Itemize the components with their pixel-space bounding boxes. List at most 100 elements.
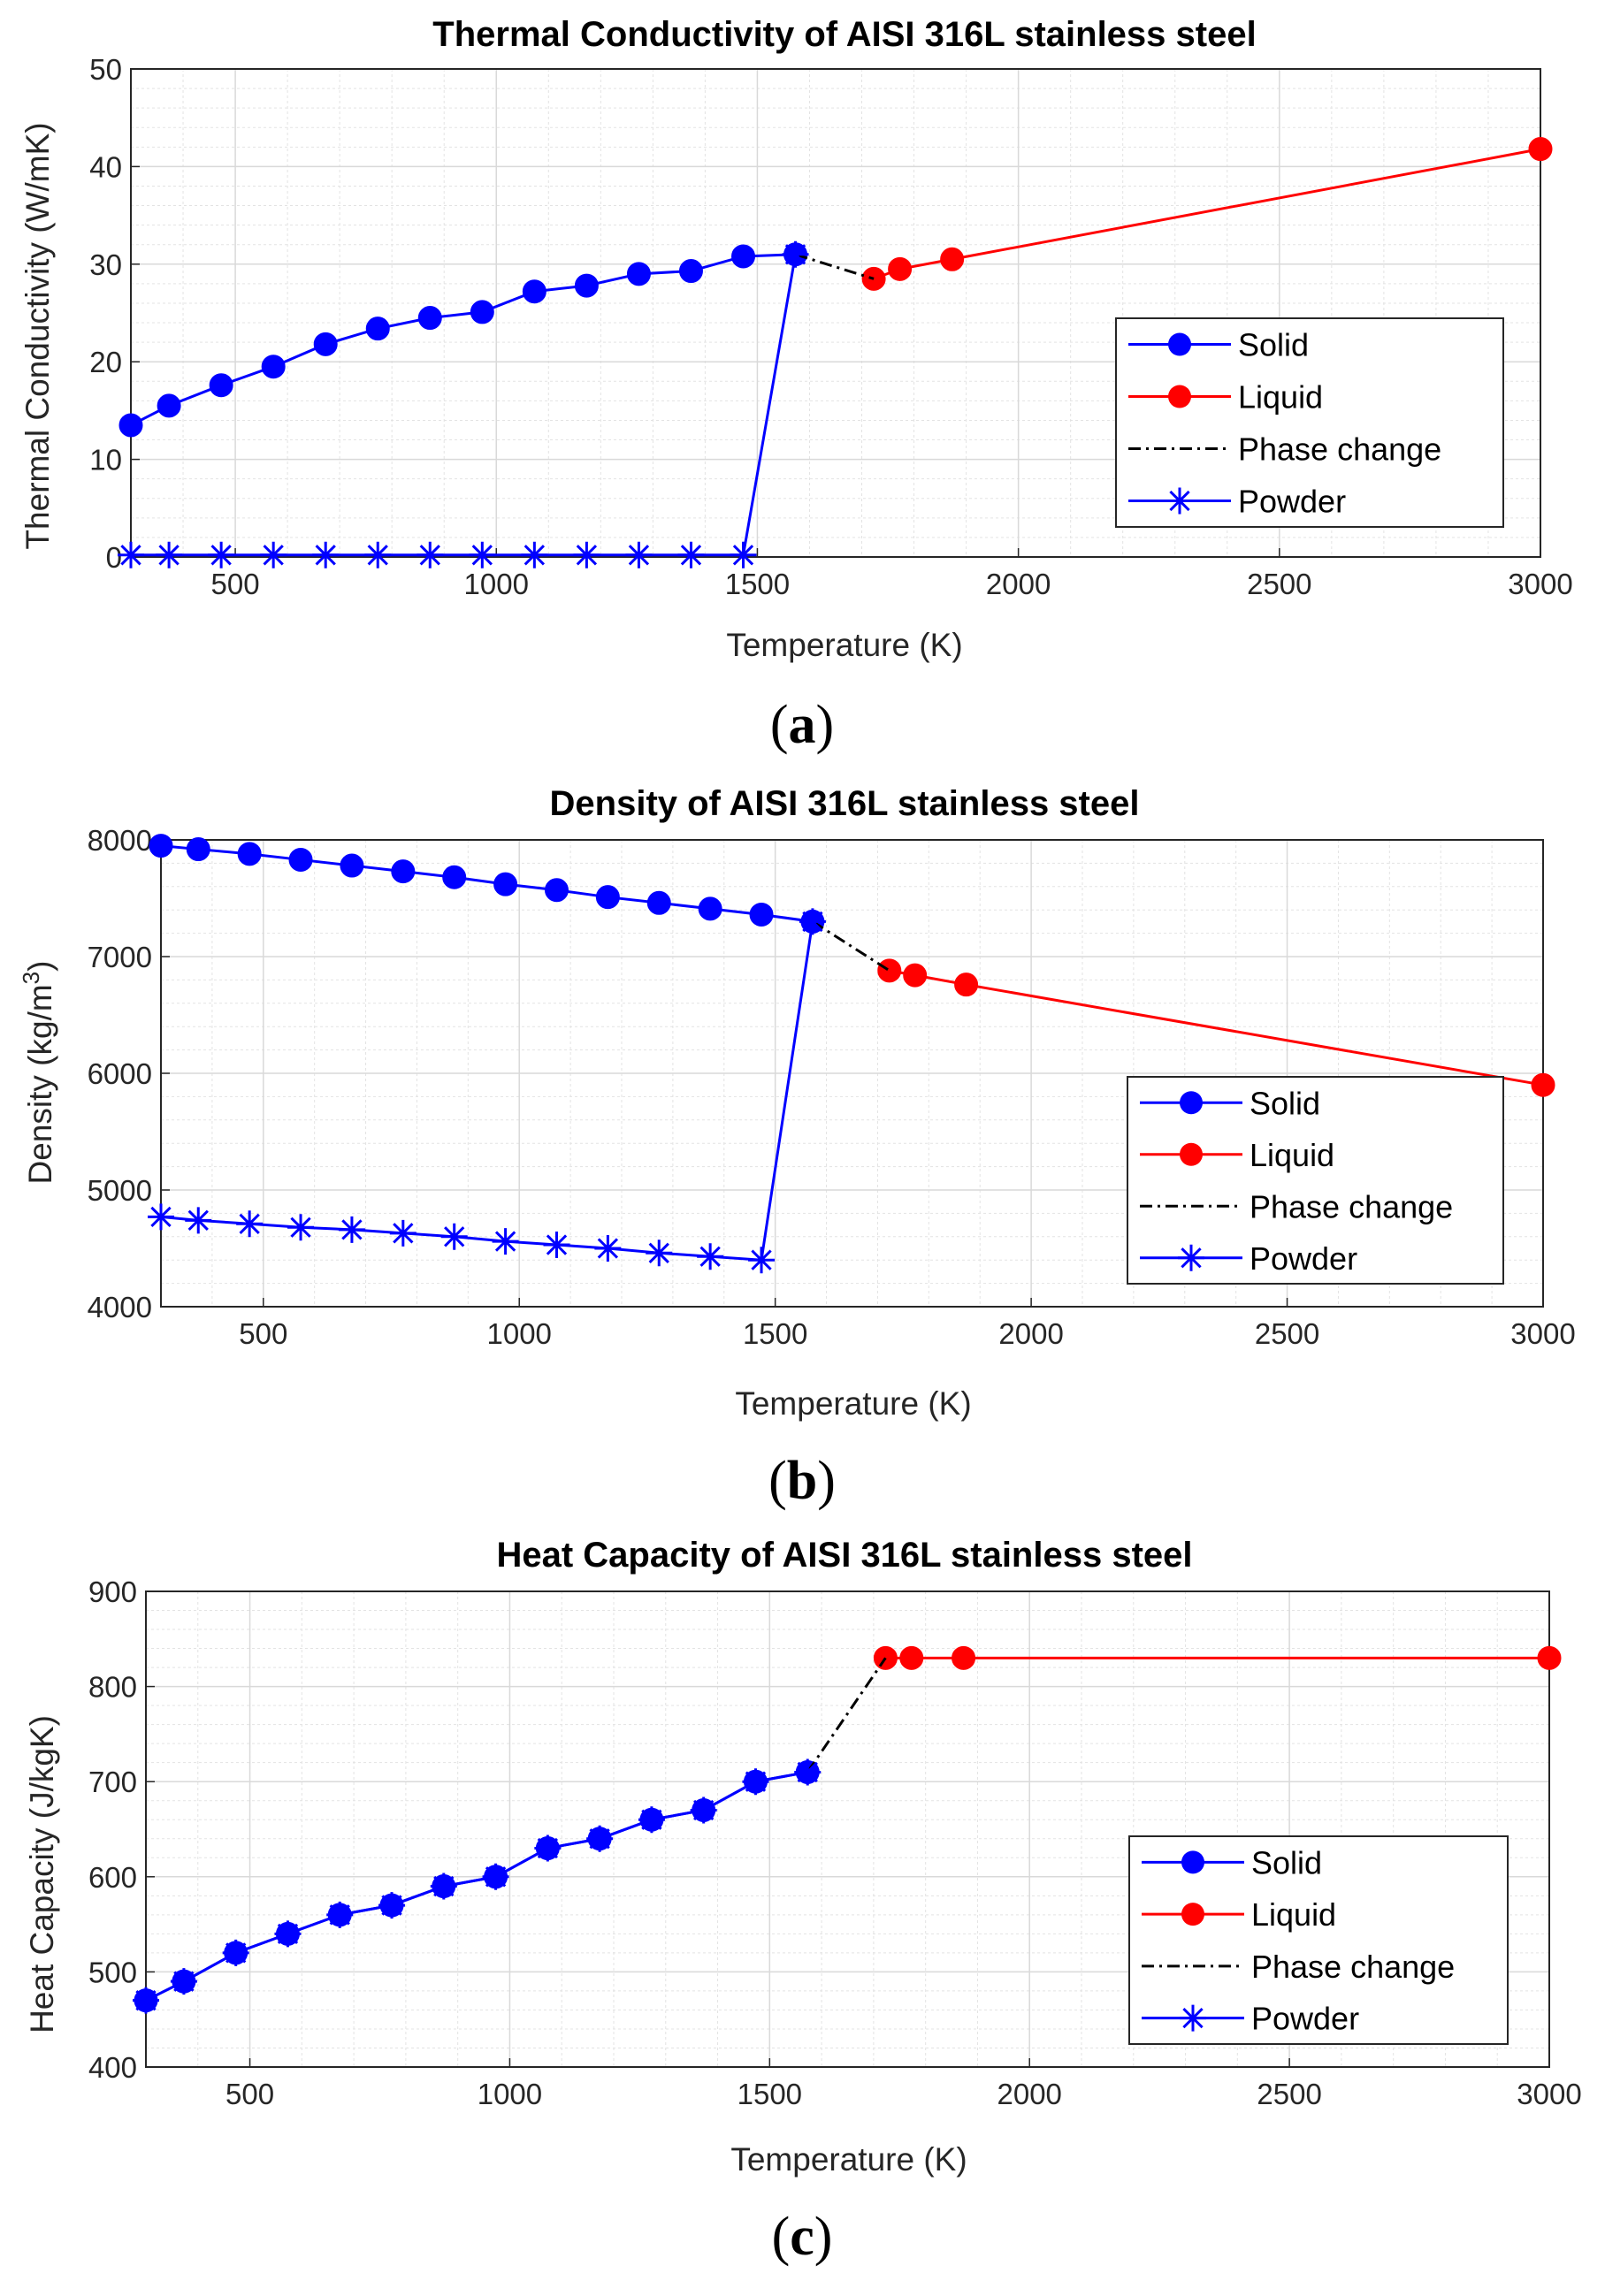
data-point — [288, 847, 313, 872]
x-tick-label: 1500 — [738, 2078, 802, 2110]
data-point — [493, 872, 518, 896]
data-point — [690, 1796, 717, 1824]
data-point — [186, 837, 210, 862]
data-point — [697, 1243, 724, 1270]
y-axis-label: Density (kg/m3) — [18, 961, 58, 1185]
y-tick-label: 7000 — [88, 941, 152, 973]
data-point — [782, 240, 809, 268]
thermal-conductivity-chart: 500 1000 1500 2000 2500 3000 0 10 20 30 40 50 Solid L… — [19, 15, 1573, 663]
series-line-powder — [145, 1770, 808, 2002]
y-tick-label: 0 — [106, 541, 122, 574]
legend-label: Liquid — [1238, 379, 1323, 416]
data-point — [625, 541, 653, 568]
y-tick-label: 800 — [88, 1671, 137, 1704]
data-point — [157, 393, 181, 418]
data-point — [1528, 137, 1553, 162]
y-tick-label: 5000 — [88, 1174, 152, 1207]
legend-swatch-marker — [1181, 1903, 1204, 1926]
data-point — [626, 262, 651, 286]
y-tick-label: 600 — [88, 1861, 137, 1894]
x-tick-label: 1500 — [743, 1317, 807, 1350]
y-tick-label: 900 — [88, 1575, 137, 1608]
legend-swatch-marker — [1168, 332, 1191, 356]
legend-label: Solid — [1238, 327, 1309, 363]
y-tick-label: 50 — [89, 53, 122, 86]
data-point — [794, 1758, 822, 1786]
data-point — [492, 1228, 519, 1255]
x-tick-label: 1000 — [487, 1317, 552, 1350]
chart-title: Density of AISI 316L stainless steel — [550, 784, 1140, 823]
x-tick-label: 2500 — [1247, 568, 1311, 600]
data-point — [543, 1232, 570, 1259]
y-tick-label: 700 — [88, 1766, 137, 1798]
density-chart: 500 1000 1500 2000 2500 3000 4000 5000 6000 7000 8… — [18, 784, 1576, 1422]
data-point — [940, 247, 965, 271]
y-tick-label: 4000 — [88, 1291, 152, 1323]
data-point — [237, 842, 262, 866]
data-point — [170, 1968, 197, 1995]
data-point — [677, 541, 705, 568]
data-point — [470, 300, 494, 324]
data-point — [954, 973, 979, 997]
data-point — [148, 1203, 174, 1231]
x-tick-label: 1000 — [478, 2078, 542, 2110]
series-line-phase-change — [812, 920, 890, 973]
data-point — [208, 541, 235, 568]
data-point — [638, 1806, 665, 1834]
data-point — [326, 1901, 354, 1928]
chart-title: Thermal Conductivity of AISI 316L stainl… — [432, 15, 1256, 54]
data-point — [678, 259, 703, 284]
data-point — [261, 355, 286, 379]
data-point — [340, 853, 364, 878]
data-point — [260, 541, 287, 568]
data-point — [573, 541, 600, 568]
data-point — [430, 1873, 457, 1900]
data-point — [544, 878, 569, 903]
data-point — [442, 865, 467, 889]
data-point — [748, 1247, 776, 1274]
data-point — [698, 896, 722, 921]
y-tick-label: 10 — [89, 444, 122, 477]
heat-capacity-chart: 500 1000 1500 2000 2500 3000 400 500 600 700 800 90… — [24, 1536, 1582, 2178]
data-point — [156, 541, 183, 568]
data-point — [522, 279, 546, 304]
y-tick-label: 20 — [89, 346, 122, 378]
data-point — [586, 1825, 614, 1852]
legend-swatch-marker — [1166, 487, 1193, 515]
data-point — [749, 902, 774, 927]
series-line-liquid — [889, 969, 1544, 1087]
x-axis-label: Temperature (K) — [726, 627, 962, 663]
legend-label: Liquid — [1250, 1137, 1334, 1173]
y-tick-label: 30 — [89, 248, 122, 281]
x-tick-label: 3000 — [1508, 568, 1572, 600]
data-point — [338, 1216, 365, 1243]
data-point — [365, 317, 390, 341]
legend-label: Powder — [1238, 484, 1346, 520]
x-tick-label: 500 — [211, 568, 260, 600]
data-point — [534, 1835, 562, 1862]
legend-swatch-marker — [1180, 2004, 1206, 2032]
plot-frame — [130, 68, 1541, 558]
legend-swatch-marker — [1180, 1091, 1203, 1115]
legend-swatch-marker — [1178, 1244, 1204, 1271]
data-point — [888, 256, 913, 281]
legend-label: Phase change — [1251, 1949, 1455, 1985]
data-point — [1537, 1645, 1562, 1670]
chart-title: Heat Capacity of AISI 316L stainless ste… — [496, 1536, 1192, 1575]
data-point — [742, 1768, 769, 1796]
data-point — [646, 890, 671, 915]
data-point — [877, 958, 902, 983]
legend-label: Solid — [1251, 1844, 1322, 1880]
legend-label: Solid — [1250, 1085, 1320, 1121]
x-tick-label: 2000 — [986, 568, 1051, 600]
x-tick-label: 500 — [225, 2078, 274, 2110]
data-point — [799, 908, 826, 935]
data-point — [118, 541, 144, 568]
x-tick-label: 1000 — [464, 568, 529, 600]
x-tick-label: 2000 — [997, 2078, 1062, 2110]
data-point — [209, 373, 233, 398]
legend-label: Liquid — [1251, 1896, 1336, 1933]
series-line-liquid — [873, 148, 1541, 280]
data-point — [417, 541, 444, 568]
legend-swatch-marker — [1181, 1850, 1204, 1874]
